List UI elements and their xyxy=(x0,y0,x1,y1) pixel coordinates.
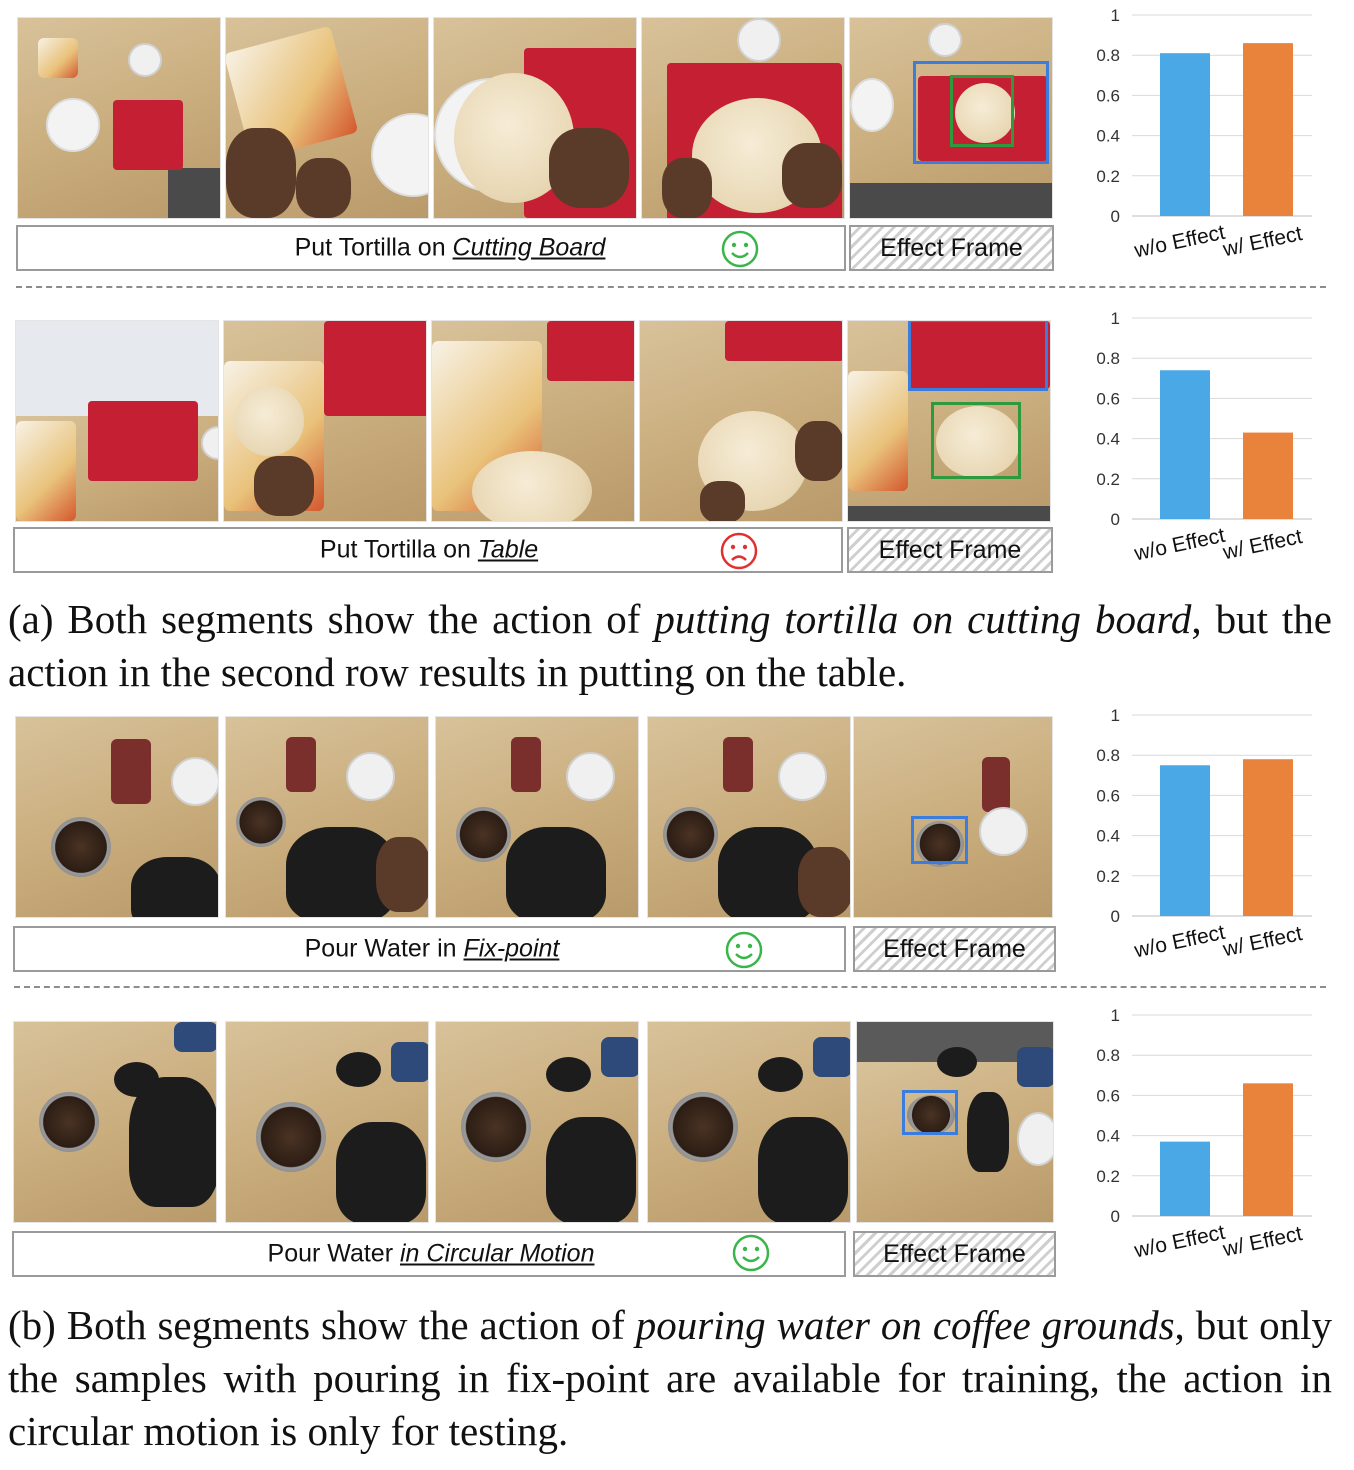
x-tick-label: w/ Effect xyxy=(1220,922,1304,961)
video-frame xyxy=(15,320,219,522)
row-separator xyxy=(16,286,1326,288)
video-frame xyxy=(435,716,639,918)
x-tick-label: w/o Effect xyxy=(1131,921,1227,963)
effect-frame-image xyxy=(853,716,1053,918)
effect-frame-image xyxy=(847,320,1051,522)
y-tick-label: 0 xyxy=(1111,207,1120,226)
bar xyxy=(1160,1141,1210,1216)
bar xyxy=(1160,53,1210,216)
x-tick-label: w/o Effect xyxy=(1131,1221,1227,1263)
action-caption: Pour Water in Circular Motion xyxy=(12,1231,846,1277)
bar xyxy=(1243,759,1293,916)
y-tick-label: 0.8 xyxy=(1096,349,1120,368)
y-tick-label: 0.6 xyxy=(1096,1086,1120,1105)
action-caption: Pour Water in Fix-point xyxy=(13,926,846,972)
video-frame xyxy=(639,320,843,522)
caption-a: (a) Both segments show the action of put… xyxy=(8,596,1333,695)
bar xyxy=(1243,432,1293,519)
y-tick-label: 1 xyxy=(1111,1006,1120,1025)
video-frame xyxy=(225,17,429,219)
y-tick-label: 0.4 xyxy=(1096,1127,1120,1146)
action-caption: Put Tortilla on Table xyxy=(13,527,843,573)
x-tick-label: w/o Effect xyxy=(1131,524,1227,566)
bar xyxy=(1160,765,1210,916)
action-object-box xyxy=(911,816,968,864)
y-tick-label: 0.4 xyxy=(1096,430,1120,449)
y-tick-label: 0.2 xyxy=(1096,167,1120,186)
x-tick-label: w/ Effect xyxy=(1220,1222,1304,1261)
y-tick-label: 0.2 xyxy=(1096,1167,1120,1186)
target-object-box xyxy=(950,75,1014,147)
bar xyxy=(1243,1083,1293,1216)
y-tick-label: 0.2 xyxy=(1096,470,1120,489)
video-frame xyxy=(647,716,851,918)
action-caption: Put Tortilla on Cutting Board xyxy=(16,225,846,271)
smile-face-icon xyxy=(721,230,759,268)
video-frame xyxy=(641,17,845,219)
effect-frame-label: Effect Frame xyxy=(847,527,1053,573)
y-tick-label: 0.8 xyxy=(1096,1046,1120,1065)
smile-face-icon xyxy=(725,931,763,969)
y-tick-label: 0.2 xyxy=(1096,867,1120,886)
y-tick-label: 1 xyxy=(1111,309,1120,328)
y-tick-label: 0.6 xyxy=(1096,389,1120,408)
video-frame xyxy=(223,320,427,522)
y-tick-label: 0 xyxy=(1111,1207,1120,1226)
y-tick-label: 0 xyxy=(1111,510,1120,529)
video-frame xyxy=(225,716,429,918)
effect-frame-image xyxy=(849,17,1053,219)
video-frame xyxy=(15,716,219,918)
y-tick-label: 0.8 xyxy=(1096,46,1120,65)
y-tick-label: 0 xyxy=(1111,907,1120,926)
video-frame xyxy=(225,1021,429,1223)
smile-face-icon xyxy=(732,1234,770,1272)
y-tick-label: 1 xyxy=(1111,6,1120,25)
effect-frame-label: Effect Frame xyxy=(853,926,1056,972)
video-frame xyxy=(17,17,221,219)
bar xyxy=(1160,370,1210,519)
effect-frame-image xyxy=(856,1021,1054,1223)
action-object-box xyxy=(908,321,1048,391)
effect-frame-label: Effect Frame xyxy=(849,225,1054,271)
x-tick-label: w/ Effect xyxy=(1220,525,1304,564)
caption-b: (b) Both segments show the action of pou… xyxy=(8,1302,1332,1454)
target-object-box xyxy=(931,402,1021,479)
video-frame xyxy=(433,17,637,219)
action-object-box xyxy=(913,61,1049,164)
y-tick-label: 1 xyxy=(1111,706,1120,725)
action-object-box xyxy=(902,1090,958,1135)
video-frame xyxy=(13,1021,217,1223)
y-tick-label: 0.6 xyxy=(1096,86,1120,105)
y-tick-label: 0.8 xyxy=(1096,746,1120,765)
y-tick-label: 0.4 xyxy=(1096,827,1120,846)
x-tick-label: w/o Effect xyxy=(1131,221,1227,263)
y-tick-label: 0.4 xyxy=(1096,127,1120,146)
y-tick-label: 0.6 xyxy=(1096,786,1120,805)
video-frame xyxy=(647,1021,851,1223)
frown-face-icon xyxy=(720,532,758,570)
video-frame xyxy=(431,320,635,522)
bar xyxy=(1243,43,1293,216)
effect-frame-label: Effect Frame xyxy=(853,1231,1056,1277)
video-frame xyxy=(435,1021,639,1223)
row-separator xyxy=(14,986,1326,988)
x-tick-label: w/ Effect xyxy=(1220,222,1304,261)
